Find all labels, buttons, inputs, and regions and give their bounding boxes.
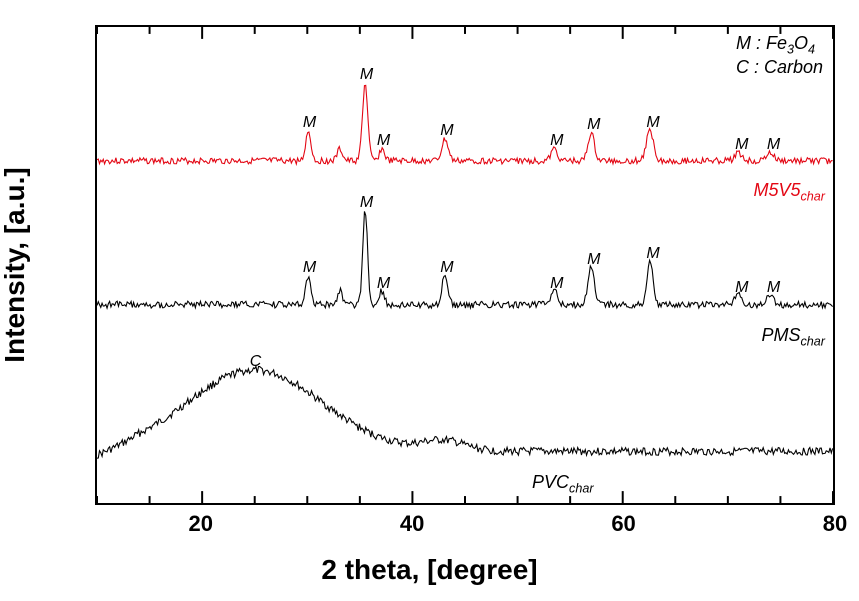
series-label-PVC_char: PVCchar [532, 472, 594, 496]
series-M5V5_char [97, 85, 833, 164]
peak-label: M [587, 251, 600, 269]
series-label-PMS_char: PMSchar [761, 325, 825, 349]
peak-label: M [646, 245, 659, 263]
peak-label: M [767, 136, 780, 154]
xtick-label: 80 [823, 511, 847, 537]
xrd-chart: M : Fe3O4C : Carbon M5V5char PMSchar PVCcha… [95, 25, 835, 505]
legend: M : Fe3O4C : Carbon [736, 33, 823, 78]
xlabel: 2 theta, [degree] [321, 554, 537, 586]
xtick-label: 20 [188, 511, 212, 537]
series-label-M5V5_char: M5V5char [753, 180, 825, 204]
series-PVC_char [97, 366, 833, 458]
peak-label: M [303, 114, 316, 132]
peak-label: M [735, 279, 748, 297]
peak-label: M [377, 132, 390, 150]
peak-label: M [550, 275, 563, 293]
peak-label: M [735, 136, 748, 154]
peak-label: M [440, 122, 453, 140]
peak-label: M [360, 66, 373, 84]
peak-label: M [550, 132, 563, 150]
legend-entry: M : Fe3O4 [736, 33, 823, 57]
xtick-label: 60 [611, 511, 635, 537]
xtick-label: 40 [400, 511, 424, 537]
peak-label: M [646, 114, 659, 132]
peak-label: M [440, 259, 453, 277]
peak-label: M [377, 275, 390, 293]
peak-label: M [303, 259, 316, 277]
peak-label: M [587, 116, 600, 134]
peak-label: M [767, 279, 780, 297]
ylabel: Intensity, [a.u.] [0, 167, 31, 363]
series-PMS_char [97, 211, 833, 308]
plot-area [97, 27, 833, 503]
legend-entry: C : Carbon [736, 57, 823, 78]
peak-label: M [360, 194, 373, 212]
peak-label-c: C [250, 353, 262, 371]
